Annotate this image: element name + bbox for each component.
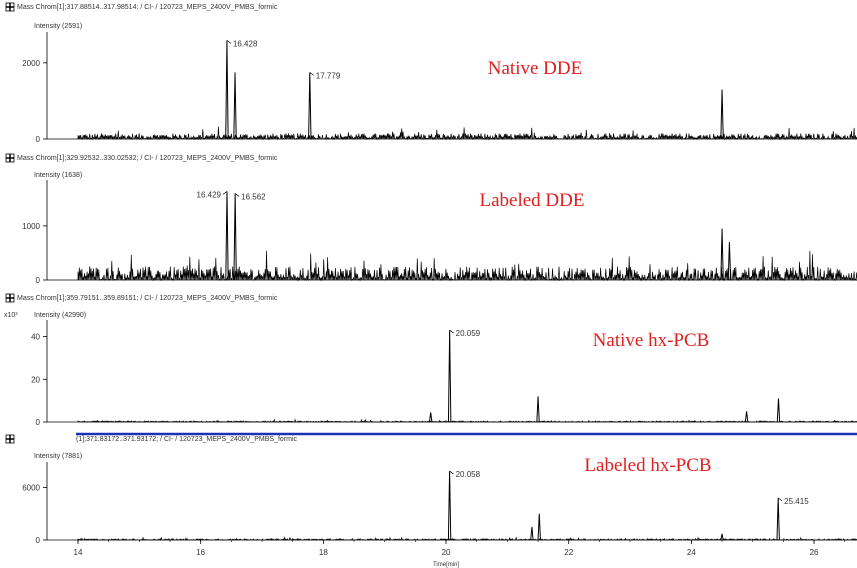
y-tick-label: 6000 <box>22 484 40 493</box>
peak-mark <box>226 191 228 280</box>
peak-mark <box>448 471 450 540</box>
x-tick-label: 24 <box>687 548 696 557</box>
peak-mark <box>728 242 730 280</box>
noise-trace <box>78 251 857 280</box>
peak-mark <box>745 411 747 422</box>
chromatogram-header-icon <box>6 435 14 443</box>
y-tick-label: 1000 <box>22 222 40 231</box>
peak-mark <box>721 90 723 140</box>
peak-label: 20.059 <box>456 329 481 338</box>
y-tick-label: 0 <box>36 418 41 427</box>
peak-mark <box>531 527 533 540</box>
x-tick-label: 20 <box>442 548 451 557</box>
peak-label-leader <box>227 40 231 43</box>
sample-annotation: Native hx-PCB <box>593 330 710 351</box>
scale-note: x10³ <box>4 312 18 319</box>
peak-label: 16.562 <box>241 192 266 201</box>
x-tick-label: 18 <box>319 548 328 557</box>
chromatogram-header-icon <box>6 3 14 11</box>
y-tick-label: 0 <box>36 135 41 144</box>
peak-mark <box>429 412 431 422</box>
intensity-label: Intensity (1638) <box>34 172 82 179</box>
y-tick-label: 0 <box>36 276 41 285</box>
intensity-label: Intensity (2591) <box>34 23 82 30</box>
y-tick-label: 40 <box>31 333 40 342</box>
peak-mark <box>777 498 779 540</box>
noise-trace <box>78 420 857 422</box>
chromatogram-header-icon <box>6 154 14 162</box>
peak-label-leader <box>235 193 239 196</box>
chromatogram-header: (1];371.83172..371.93172; / CI- / 120723… <box>76 436 298 443</box>
peak-label: 16.429 <box>197 190 222 199</box>
peak-label: 25.415 <box>784 497 809 506</box>
x-axis-title: Time[min] <box>433 562 459 568</box>
y-tick-label: 2000 <box>22 59 40 68</box>
y-tick-label: 20 <box>31 375 40 384</box>
peak-label: 17.779 <box>316 71 341 80</box>
x-tick-label: 22 <box>564 548 573 557</box>
x-tick-label: 26 <box>810 548 819 557</box>
peak-mark <box>234 72 236 139</box>
peak-mark <box>537 396 539 422</box>
noise-trace <box>78 537 857 540</box>
intensity-label: Intensity (42990) <box>34 312 86 319</box>
chromatogram-header: Mass Chrom[1];329.92532..330.02532; / CI… <box>17 155 278 162</box>
sample-annotation: Native DDE <box>488 58 582 79</box>
peak-label: 20.058 <box>456 470 481 479</box>
peak-label-leader <box>778 498 782 501</box>
x-tick-label: 16 <box>196 548 205 557</box>
x-tick-label: 14 <box>74 548 83 557</box>
sample-annotation: Labeled DDE <box>480 190 585 211</box>
peak-mark <box>234 193 236 280</box>
peak-label-leader <box>310 72 314 75</box>
peak-label-leader <box>223 191 227 194</box>
peak-mark <box>538 514 540 540</box>
peak-mark <box>448 330 450 422</box>
noise-trace <box>78 127 857 139</box>
peak-mark <box>777 399 779 423</box>
peak-mark <box>226 40 228 139</box>
peak-mark <box>309 72 311 139</box>
peak-label-leader <box>450 330 454 333</box>
peak-mark <box>721 534 723 540</box>
chromatogram-header-icon <box>6 294 14 302</box>
y-tick-label: 0 <box>36 536 41 545</box>
peak-label: 16.428 <box>233 39 258 48</box>
chromatogram-header: Mass Chrom[1];359.79151..359.89151; / CI… <box>17 295 278 302</box>
intensity-label: Intensity (7881) <box>34 453 82 460</box>
peak-label-leader <box>450 471 454 474</box>
sample-annotation: Labeled hx-PCB <box>584 455 711 476</box>
chromatogram-header: Mass Chrom[1];317.88514..317.98514; / CI… <box>17 4 278 11</box>
